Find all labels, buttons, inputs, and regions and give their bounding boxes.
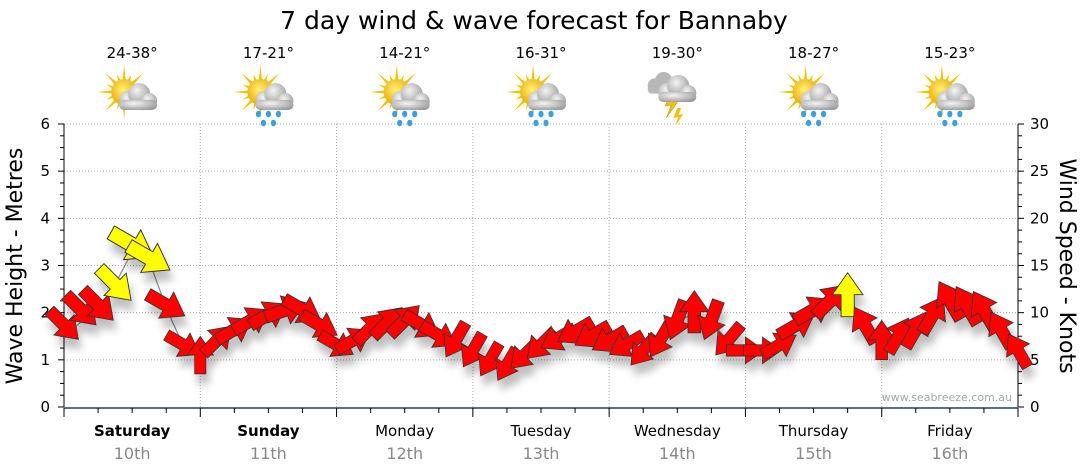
day-name: Tuesday	[509, 422, 571, 440]
wind-arrow	[867, 319, 897, 360]
day-date: 16th	[931, 444, 968, 463]
wind-arrow	[93, 263, 132, 301]
right-tick-label: 10	[1030, 304, 1049, 322]
wind-arrow	[60, 289, 97, 326]
right-tick-label: 20	[1030, 209, 1049, 227]
temperature-range: 24-38°	[107, 44, 158, 62]
wind-arrow	[124, 239, 171, 273]
left-tick-label: 6	[40, 115, 50, 133]
day-friday: 15-23° Friday 16th	[914, 44, 975, 463]
axes: 0 01 52 103 154 205 256 30	[40, 115, 1049, 417]
grid	[64, 123, 1018, 407]
sun-showers-icon	[778, 65, 839, 127]
watermark: www.seabreeze.com.au	[882, 391, 1012, 404]
right-tick-label: 30	[1030, 115, 1049, 133]
day-monday: 14-21° Monday 12th	[369, 44, 434, 463]
day-name: Monday	[375, 422, 434, 440]
left-axis-label: Wave Height - Metres	[3, 148, 28, 385]
left-tick-label: 3	[40, 257, 50, 275]
wind-arrow	[143, 288, 186, 319]
left-tick-label: 5	[40, 162, 50, 180]
sun-showers-icon	[506, 65, 566, 127]
left-tick-label: 4	[40, 209, 50, 227]
left-tick-label: 1	[40, 351, 50, 369]
right-tick-label: 0	[1030, 398, 1040, 416]
day-date: 13th	[523, 444, 560, 463]
temperature-range: 17-21°	[243, 44, 294, 62]
temperature-range: 15-23°	[924, 44, 975, 62]
right-tick-label: 5	[1030, 351, 1040, 369]
wind-arrow	[77, 284, 114, 321]
wind-arrow	[1006, 333, 1033, 371]
day-date: 15th	[795, 444, 832, 463]
left-tick-label: 0	[40, 398, 50, 416]
day-wednesday: 19-30° Wednesday 14th	[634, 44, 721, 463]
day-name: Saturday	[94, 422, 171, 440]
temperature-range: 14-21°	[379, 44, 430, 62]
temperature-range: 18-27°	[788, 44, 839, 62]
day-name: Friday	[927, 422, 973, 440]
day-name: Wednesday	[634, 422, 721, 440]
day-name: Thursday	[778, 422, 849, 440]
thunderstorm-icon	[647, 72, 697, 126]
sun-showers-icon	[233, 65, 294, 127]
temperature-range: 16-31°	[515, 44, 566, 62]
day-date: 12th	[386, 444, 423, 463]
sun-showers-icon	[914, 65, 975, 127]
wind-arrow	[44, 305, 79, 340]
wind-arrow	[608, 329, 647, 357]
partly-cloudy-icon	[97, 65, 158, 119]
right-axis-label: Wind Speed - Knots	[1054, 158, 1079, 373]
sun-showers-icon	[369, 65, 430, 127]
wind-arrow	[678, 289, 710, 334]
temperature-range: 19-30°	[652, 44, 703, 62]
wind-arrow	[759, 332, 797, 360]
right-tick-label: 25	[1030, 162, 1049, 180]
wind-arrows	[44, 225, 1033, 381]
day-date: 14th	[659, 444, 696, 463]
chart-title: 7 day wind & wave forecast for Bannaby	[280, 6, 788, 35]
day-saturday: 24-38° Saturday 10th	[94, 44, 171, 463]
day-tuesday: 16-31° Tuesday 13th	[506, 44, 572, 463]
day-sunday: 17-21° Sunday 11th	[233, 44, 300, 463]
day-thursday: 18-27° Thursday 15th	[778, 44, 849, 463]
left-tick-label: 2	[40, 304, 50, 322]
right-tick-label: 15	[1030, 257, 1049, 275]
wind-arrow	[697, 298, 726, 341]
day-date: 11th	[250, 444, 287, 463]
day-date: 10th	[114, 444, 151, 463]
wind-arrow	[591, 324, 630, 353]
day-headers: 24-38° Saturday 10th 17-21° Sunday 11th 14-21°…	[94, 44, 975, 463]
day-name: Sunday	[237, 422, 300, 440]
